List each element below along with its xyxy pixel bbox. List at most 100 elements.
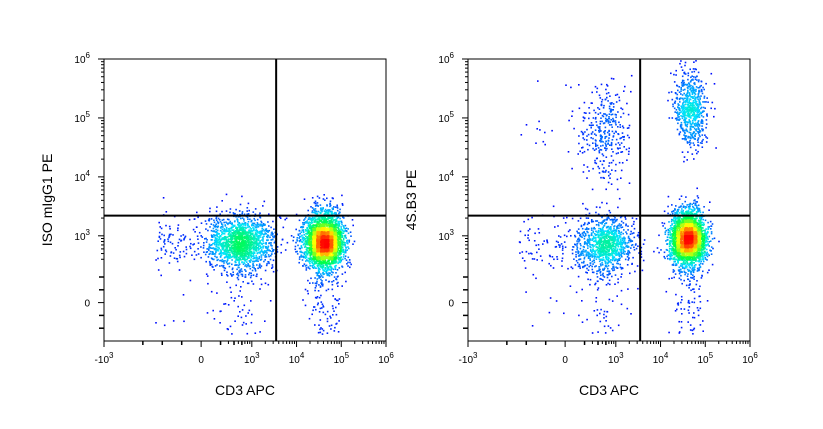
event-dot [324, 223, 326, 226]
event-dot [317, 256, 320, 259]
event-dot [209, 210, 211, 213]
event-dot [331, 249, 334, 251]
event-dot [316, 195, 319, 198]
event-dot [261, 249, 263, 252]
event-dot [269, 258, 272, 261]
event-dot [343, 254, 345, 256]
event-dot [225, 210, 228, 212]
event-dot [228, 256, 231, 258]
event-dot [230, 291, 232, 293]
event-dot [221, 258, 224, 261]
event-dot [339, 234, 341, 237]
event-dot [334, 221, 336, 224]
event-dot [323, 223, 325, 226]
event-dot [300, 251, 302, 254]
event-dot [321, 303, 324, 305]
event-dot [215, 249, 217, 252]
event-dot [318, 253, 321, 255]
event-dot [274, 252, 276, 255]
event-dot [324, 249, 326, 252]
event-dot [219, 239, 222, 241]
event-dot [320, 257, 323, 260]
event-dot [212, 247, 215, 249]
event-dot [250, 242, 252, 244]
event-dot [251, 280, 253, 283]
event-dot [216, 292, 218, 294]
event-dot [332, 307, 334, 310]
event-dot [317, 257, 320, 260]
event-dot [315, 272, 318, 274]
event-dot [303, 263, 306, 265]
event-dot [208, 253, 210, 256]
event-dot [332, 220, 334, 223]
event-dot [226, 218, 229, 221]
event-dot [256, 233, 258, 235]
event-dot [339, 257, 341, 259]
event-dot [234, 249, 237, 251]
event-dot [229, 325, 232, 328]
event-dot [327, 232, 330, 234]
event-dot [231, 224, 234, 226]
event-dot [249, 248, 252, 251]
event-dot [334, 233, 336, 235]
event-dot [316, 237, 319, 239]
event-dot [230, 256, 233, 259]
event-dot [249, 267, 252, 270]
event-dot [217, 240, 219, 242]
event-dot [335, 306, 337, 309]
event-dot [338, 233, 340, 235]
event-dot [304, 240, 307, 242]
event-dot [328, 257, 330, 259]
event-dot [321, 283, 323, 286]
event-dot [178, 269, 181, 271]
event-dot [298, 258, 301, 260]
event-dot [245, 244, 247, 247]
event-dot [313, 257, 316, 259]
event-dot [318, 296, 321, 299]
event-dot [268, 255, 270, 258]
event-dot [224, 256, 226, 258]
event-dot [258, 266, 261, 268]
event-dot [228, 222, 231, 224]
event-dot [232, 233, 235, 236]
event-dot [246, 235, 249, 238]
event-dot [220, 245, 223, 248]
event-dot [229, 222, 232, 225]
event-dot [339, 242, 341, 245]
event-dot [321, 249, 324, 251]
event-dot [343, 217, 345, 219]
event-dot [340, 231, 343, 234]
event-dot [311, 259, 313, 261]
event-dot [221, 264, 223, 267]
event-dot [334, 248, 336, 251]
event-dot [171, 242, 174, 245]
event-dot [311, 244, 313, 247]
event-dot [244, 260, 247, 262]
event-dot [246, 261, 248, 263]
event-dot [180, 235, 182, 237]
event-dot [335, 212, 337, 214]
event-dot [249, 244, 252, 246]
event-dot [250, 254, 252, 257]
event-dot [327, 243, 330, 245]
event-dot [319, 227, 321, 229]
event-dot [331, 283, 334, 286]
event-dot [247, 213, 250, 215]
event-dot [174, 247, 176, 249]
event-dot [299, 240, 301, 243]
event-dot [220, 244, 223, 246]
event-dot [311, 216, 314, 219]
event-dot [311, 210, 314, 212]
event-dot [346, 240, 348, 242]
event-dot [263, 252, 265, 254]
event-dot [317, 290, 320, 292]
event-dot [247, 263, 249, 265]
event-dot [307, 242, 309, 244]
event-dot [316, 258, 318, 260]
event-dot [306, 236, 309, 238]
event-dot [228, 247, 231, 249]
event-dot [203, 242, 205, 244]
event-dot [241, 324, 244, 326]
event-dot [317, 272, 320, 274]
event-dot [340, 243, 342, 245]
